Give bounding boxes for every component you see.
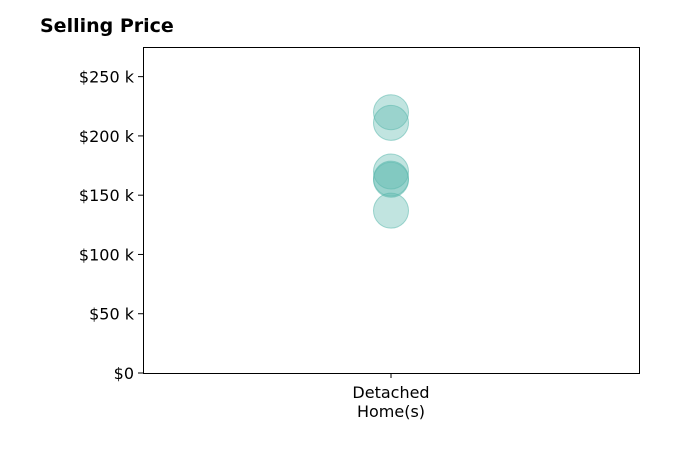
y-tick-label: $150 k [79, 186, 135, 205]
y-tick-label: $0 [114, 364, 134, 383]
y-tick-label: $200 k [79, 127, 135, 146]
data-point [373, 153, 409, 190]
chart-title: Selling Price [40, 15, 174, 37]
data-point [373, 192, 409, 229]
data-point [373, 161, 409, 198]
x-axis: Detached Home(s) [352, 373, 430, 421]
y-tick-label: $100 k [79, 245, 135, 264]
y-axis: $0 $50 k $100 k $150 k $200 k $250 k [79, 68, 143, 383]
data-point [373, 104, 409, 141]
y-tick-label: $50 k [89, 305, 135, 324]
x-tick-label: Detached Home(s) [352, 383, 429, 421]
y-tick-label: $250 k [79, 68, 135, 87]
data-point [373, 94, 409, 131]
chart-marks [373, 94, 409, 229]
